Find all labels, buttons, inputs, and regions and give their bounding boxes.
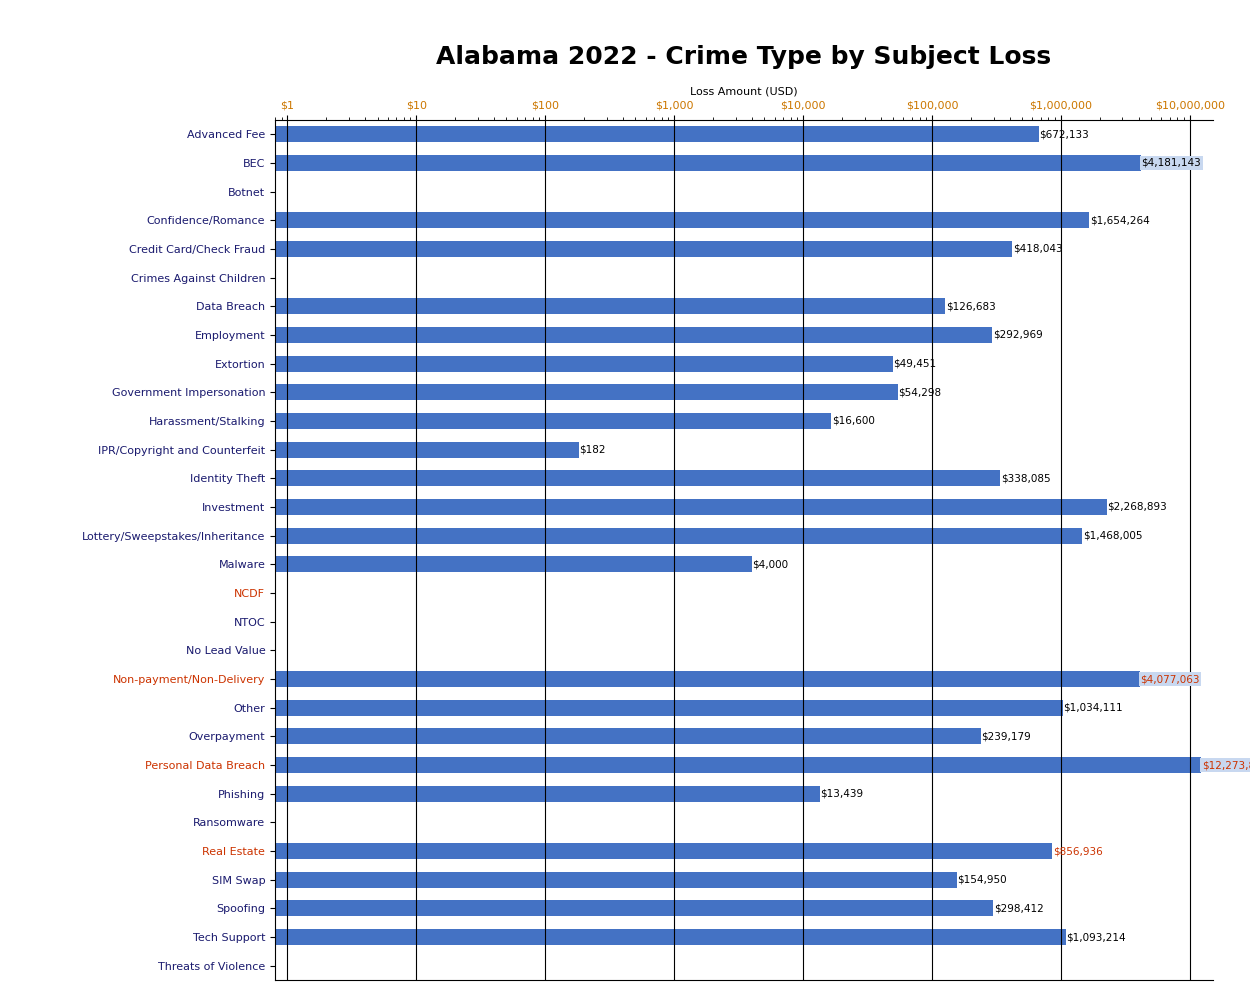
Bar bbox=[0, 241, 1013, 257]
Text: $4,000: $4,000 bbox=[752, 559, 789, 569]
Bar bbox=[0, 212, 1089, 228]
Text: $12,273,838: $12,273,838 bbox=[1201, 760, 1250, 770]
X-axis label: Loss Amount (USD): Loss Amount (USD) bbox=[690, 87, 798, 97]
Bar bbox=[0, 757, 1201, 773]
Bar bbox=[0, 900, 994, 916]
Bar bbox=[0, 298, 945, 314]
Bar bbox=[0, 556, 751, 572]
Text: $126,683: $126,683 bbox=[946, 301, 995, 311]
Bar bbox=[0, 929, 1066, 945]
Bar bbox=[0, 728, 981, 744]
Text: $13,439: $13,439 bbox=[820, 789, 864, 799]
Bar bbox=[0, 843, 1052, 859]
Text: $856,936: $856,936 bbox=[1052, 846, 1102, 856]
Text: $1,468,005: $1,468,005 bbox=[1082, 531, 1142, 541]
Text: $239,179: $239,179 bbox=[981, 731, 1031, 741]
Bar bbox=[0, 470, 1000, 486]
Bar bbox=[0, 528, 1082, 544]
Text: $418,043: $418,043 bbox=[1013, 244, 1062, 254]
Text: $4,077,063: $4,077,063 bbox=[1140, 674, 1200, 684]
Bar bbox=[0, 700, 1062, 716]
Bar bbox=[0, 872, 956, 888]
Bar bbox=[0, 384, 898, 400]
Bar bbox=[0, 671, 1140, 687]
Text: $4,181,143: $4,181,143 bbox=[1141, 158, 1201, 168]
Bar bbox=[0, 126, 1039, 142]
Text: $1,654,264: $1,654,264 bbox=[1090, 215, 1150, 225]
Bar bbox=[0, 786, 820, 802]
Text: $182: $182 bbox=[580, 445, 606, 455]
Text: $54,298: $54,298 bbox=[899, 387, 941, 397]
Bar bbox=[0, 442, 579, 458]
Bar bbox=[0, 327, 992, 343]
Bar bbox=[0, 413, 831, 429]
Bar bbox=[0, 499, 1106, 515]
Text: $1,034,111: $1,034,111 bbox=[1064, 703, 1122, 713]
Text: $2,268,893: $2,268,893 bbox=[1108, 502, 1168, 512]
Text: $154,950: $154,950 bbox=[958, 875, 1006, 885]
Text: $338,085: $338,085 bbox=[1001, 473, 1050, 483]
Text: $1,093,214: $1,093,214 bbox=[1066, 932, 1126, 942]
Bar bbox=[0, 356, 892, 372]
Text: $298,412: $298,412 bbox=[994, 903, 1044, 913]
Bar bbox=[0, 155, 1141, 171]
Text: $49,451: $49,451 bbox=[894, 359, 936, 369]
Text: $292,969: $292,969 bbox=[992, 330, 1042, 340]
Text: $672,133: $672,133 bbox=[1039, 129, 1089, 139]
Title: Alabama 2022 - Crime Type by Subject Loss: Alabama 2022 - Crime Type by Subject Los… bbox=[436, 45, 1051, 69]
Text: $16,600: $16,600 bbox=[832, 416, 875, 426]
